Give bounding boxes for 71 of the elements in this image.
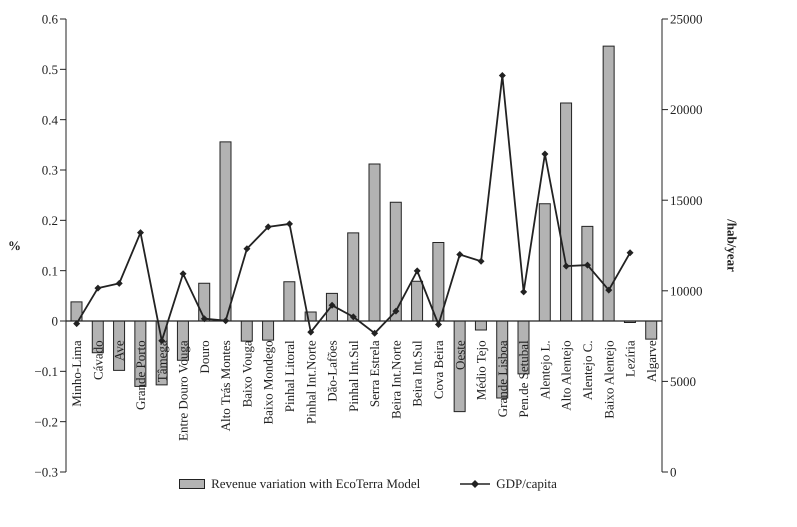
point: [584, 262, 591, 269]
x-tick-label: Baixo Mondego: [260, 340, 276, 424]
x-tick-label: Alto Trás Montes: [218, 340, 234, 432]
point: [562, 262, 570, 270]
x-tick-label: Entre Douro Vouga: [176, 340, 191, 441]
x-tick-label: Baixo Alentejo: [601, 340, 616, 419]
x-tick-label: Minho-Lima: [69, 340, 84, 407]
y2-tick-label: 10000: [670, 283, 702, 298]
y-tick-label: 0.2: [42, 212, 58, 228]
y-tick-label: −0.2: [34, 414, 58, 430]
y2-axis-title: /hab/year: [724, 218, 740, 272]
x-tick-label: Grande Lisboa: [494, 340, 510, 418]
y-axis-title: %: [8, 238, 21, 254]
point: [371, 330, 378, 337]
y-tick-label: 0: [52, 314, 58, 329]
x-tick-label: Ave: [112, 340, 127, 362]
point: [456, 251, 464, 258]
point: [116, 280, 123, 287]
y-tick-label: 0.4: [42, 112, 58, 128]
y-tick-label: −0.1: [34, 364, 58, 379]
y-tick-label: 0.1: [42, 263, 58, 278]
legend-label: GDP/capita: [495, 476, 557, 492]
point: [73, 320, 80, 328]
x-tick-label: Serra Estrela: [367, 340, 382, 408]
y2-tick-label: 25000: [670, 12, 702, 27]
x-tick-label: Alto Alentejo: [558, 340, 574, 411]
point: [626, 249, 634, 256]
point: [180, 270, 187, 278]
x-tick-label: Grande Porto: [133, 340, 148, 410]
x-tick-label: Tâmega: [154, 340, 170, 382]
x-tick-label: Douro: [196, 340, 212, 374]
x-tick-label: Oeste: [452, 340, 468, 370]
x-tick-label: Algarve: [644, 340, 659, 382]
x-tick-label: Baixo Vouga: [239, 340, 254, 408]
point: [392, 308, 400, 315]
point: [435, 321, 442, 328]
point: [200, 315, 208, 322]
y-tick-label: 0.5: [42, 62, 58, 77]
x-tick-label: Pinhal Int.Sul: [346, 340, 361, 412]
x-tick-label: Beira Int.Sul: [410, 340, 425, 407]
point: [478, 258, 485, 265]
point: [541, 150, 548, 158]
x-tick-label: Pinhal Litoral: [282, 340, 297, 412]
point: [414, 267, 421, 274]
point: [137, 229, 144, 236]
point: [94, 284, 102, 292]
y2-tick-label: 0: [670, 464, 676, 480]
x-tick-label: Pen.de Setubal: [516, 340, 532, 418]
point: [243, 245, 250, 252]
y-tick-label: 0.6: [42, 12, 58, 27]
x-tick-label: Médio Tejo: [474, 340, 489, 400]
y2-tick-label: 20000: [670, 102, 702, 118]
y-tick-label: 0.3: [42, 162, 58, 178]
x-tick-label: Beira Int.Norte: [388, 340, 404, 420]
y2-tick-label: 15000: [670, 192, 702, 208]
x-tick-label: Dão-Lafões: [324, 340, 340, 402]
point: [264, 223, 272, 230]
y2-tick-label: 5000: [670, 374, 696, 390]
x-tick-label: Alentejo L.: [537, 340, 552, 400]
x-tick-label: Alentejo C.: [580, 340, 595, 400]
point: [307, 328, 314, 336]
point: [286, 220, 293, 228]
x-tick-label: Cávado: [90, 340, 106, 380]
x-tick-label: Lezíria: [622, 340, 638, 378]
y-tick-label: −0.3: [34, 464, 58, 480]
point: [222, 317, 230, 324]
point: [605, 286, 612, 294]
legend-label: Revenue variation with EcoTerra Model: [210, 476, 420, 492]
x-tick-label: Cova Beira: [431, 340, 446, 400]
point: [350, 313, 357, 320]
x-tick-label: Pinhal Int.Norte: [303, 340, 318, 424]
